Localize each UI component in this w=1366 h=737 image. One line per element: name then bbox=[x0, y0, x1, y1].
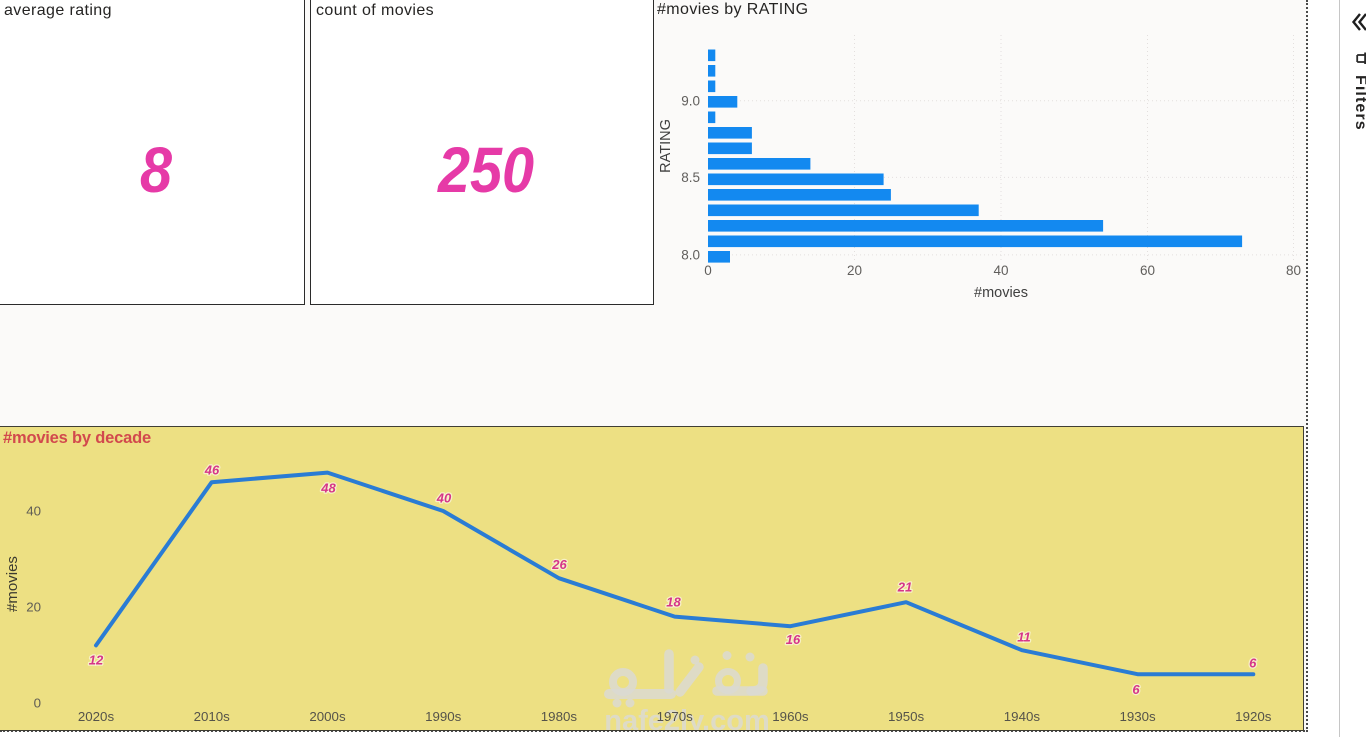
svg-text:60: 60 bbox=[1140, 263, 1155, 278]
svg-text:1980s: 1980s bbox=[541, 709, 578, 724]
svg-text:2010s: 2010s bbox=[194, 709, 231, 724]
svg-text:40: 40 bbox=[993, 263, 1008, 278]
svg-text:0: 0 bbox=[34, 696, 41, 711]
svg-text:12: 12 bbox=[89, 653, 104, 668]
svg-text:11: 11 bbox=[1017, 630, 1031, 645]
svg-text:18: 18 bbox=[666, 595, 681, 610]
svg-text:40: 40 bbox=[436, 491, 452, 506]
svg-text:16: 16 bbox=[786, 632, 801, 647]
svg-text:80: 80 bbox=[1286, 263, 1301, 278]
svg-text:40: 40 bbox=[26, 504, 41, 519]
svg-text:46: 46 bbox=[204, 463, 220, 478]
svg-text:1990s: 1990s bbox=[425, 709, 462, 724]
svg-text:0: 0 bbox=[704, 263, 712, 278]
svg-text:1930s: 1930s bbox=[1119, 709, 1156, 724]
svg-text:8.5: 8.5 bbox=[681, 170, 700, 185]
svg-text:48: 48 bbox=[320, 481, 336, 496]
svg-text:20: 20 bbox=[26, 600, 41, 615]
svg-text:1950s: 1950s bbox=[888, 709, 925, 724]
svg-text:26: 26 bbox=[551, 557, 567, 572]
svg-text:6: 6 bbox=[1249, 656, 1257, 671]
svg-text:2000s: 2000s bbox=[309, 709, 346, 724]
svg-text:RATING: RATING bbox=[658, 119, 674, 173]
svg-text:#movies: #movies bbox=[974, 285, 1028, 301]
svg-text:6: 6 bbox=[1132, 682, 1140, 697]
svg-text:1970s: 1970s bbox=[657, 709, 694, 724]
svg-text:9.0: 9.0 bbox=[681, 93, 700, 108]
svg-text:21: 21 bbox=[897, 580, 912, 595]
svg-text:1960s: 1960s bbox=[772, 709, 809, 724]
svg-text:20: 20 bbox=[847, 263, 862, 278]
svg-text:#movies: #movies bbox=[4, 556, 21, 612]
svg-text:8.0: 8.0 bbox=[681, 247, 700, 262]
svg-text:1920s: 1920s bbox=[1235, 709, 1272, 724]
svg-text:2020s: 2020s bbox=[78, 709, 115, 724]
svg-text:1940s: 1940s bbox=[1004, 709, 1041, 724]
